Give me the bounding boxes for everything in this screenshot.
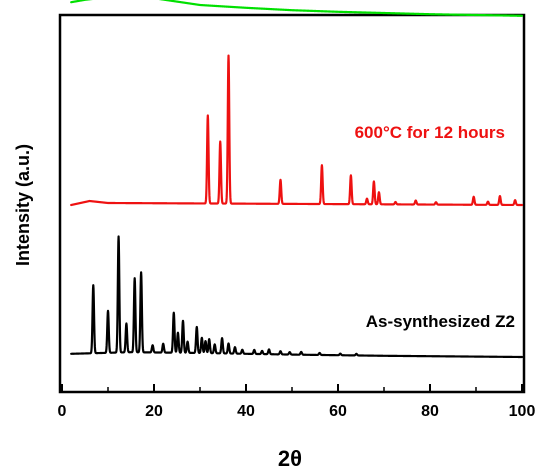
x-axis-label: 2θ [278, 446, 302, 471]
series-line-2 [70, 54, 524, 207]
x-tick-label-80: 80 [421, 403, 439, 420]
x-tick-label-60: 60 [329, 403, 347, 420]
y-axis-label: Intensity (a.u.) [13, 144, 33, 266]
x-tick-label-40: 40 [237, 403, 255, 420]
series-labels: 600°C for 24 hours 600°C for 12 hours As-s… [355, 0, 515, 331]
series-line-1 [70, 0, 524, 17]
x-tick-label-100: 100 [509, 403, 536, 420]
x-tick-label-0: 0 [58, 403, 67, 420]
series-label-2: 600°C for 12 hours [355, 123, 505, 142]
series-label-1: 600°C for 24 hours [360, 0, 510, 2]
series-label-3: As-synthesized Z2 [366, 312, 515, 331]
series-lines [70, 0, 524, 359]
x-axis-ticks: 0 20 40 60 80 100 [58, 384, 536, 420]
series-line-3 [70, 235, 524, 359]
x-tick-label-20: 20 [145, 403, 163, 420]
